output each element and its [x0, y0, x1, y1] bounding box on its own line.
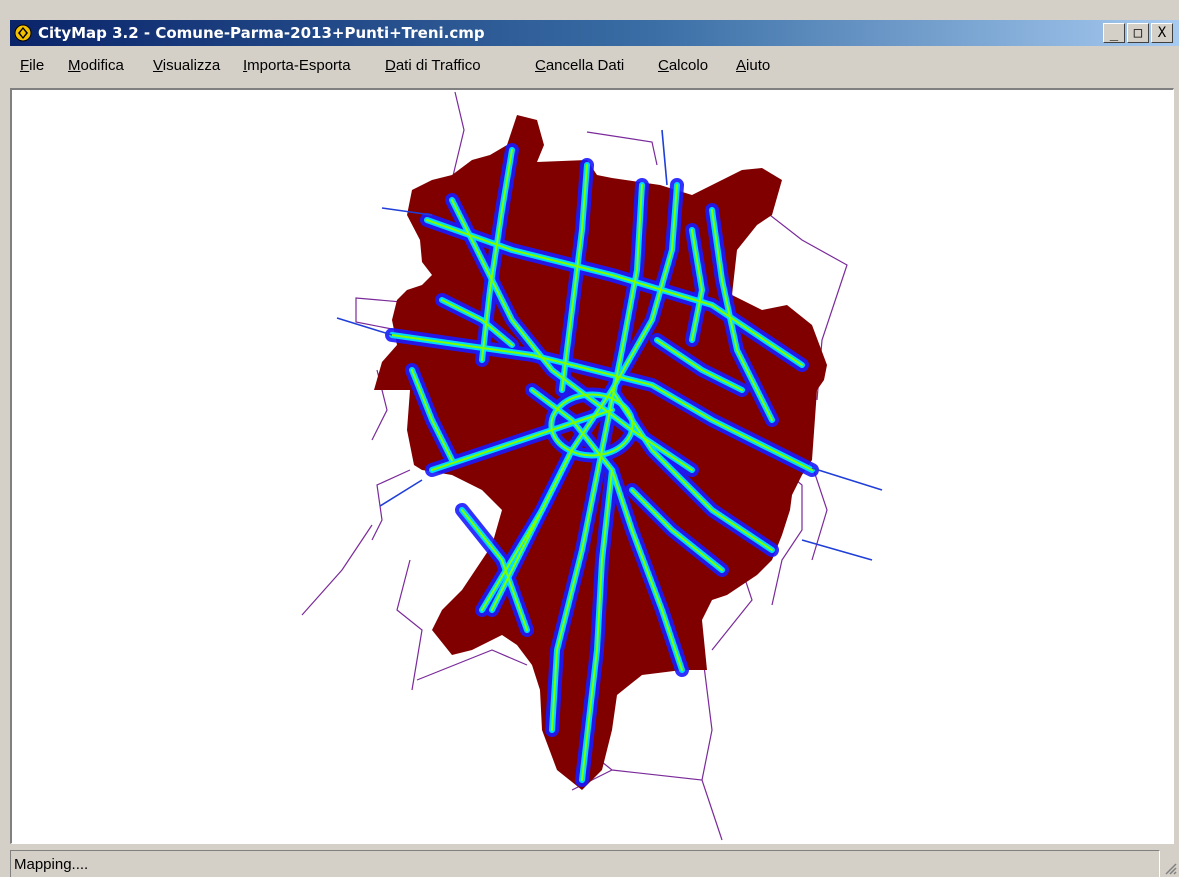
close-button[interactable]: X — [1151, 23, 1173, 43]
railway-line — [661, 129, 668, 186]
boundary-line — [371, 469, 411, 541]
railway-line — [801, 539, 873, 561]
window-title: CityMap 3.2 - Comune-Parma-2013+Punti+Tr… — [38, 24, 485, 42]
menu-importa-esporta[interactable]: Importa-Esporta — [243, 57, 351, 74]
road-segment — [581, 469, 613, 781]
menu-visualizza[interactable]: Visualizza — [153, 57, 221, 74]
boundary-line — [416, 649, 528, 681]
maximize-button[interactable]: □ — [1127, 23, 1149, 43]
road-segment — [461, 509, 528, 631]
boundary-line — [396, 559, 423, 691]
boundary-line — [301, 524, 373, 616]
road-segment — [551, 184, 643, 731]
traffic-map[interactable] — [12, 90, 1172, 842]
road-segment — [631, 489, 723, 571]
road-segment — [481, 149, 513, 361]
boundary-line — [811, 464, 828, 561]
road-segment — [441, 299, 513, 346]
status-bar: Mapping.... — [10, 850, 1179, 877]
status-text: Mapping.... — [14, 856, 89, 873]
road-segment — [391, 334, 813, 471]
minimize-button[interactable]: _ — [1103, 23, 1125, 43]
railway-line — [381, 207, 433, 216]
boundary-lines — [301, 91, 848, 841]
road-segment — [550, 393, 634, 457]
status-pane: Mapping.... — [10, 850, 1160, 877]
railway-line — [811, 467, 883, 491]
road-segment — [531, 389, 683, 671]
road-segment — [426, 219, 803, 366]
map-canvas[interactable] — [10, 88, 1174, 844]
road-segment — [691, 229, 703, 341]
boundary-line — [701, 649, 713, 781]
road-segment — [561, 164, 588, 391]
menu-aiuto[interactable]: Aiuto — [736, 57, 771, 74]
road-segment — [481, 449, 573, 611]
menu-dati-di-traffico[interactable]: Dati di Traffico — [385, 57, 481, 74]
menu-bar: File Modifica Visualizza Importa-Esporta… — [10, 52, 1179, 80]
title-bar[interactable]: CityMap 3.2 - Comune-Parma-2013+Punti+Tr… — [10, 20, 1179, 46]
menu-cancella-dati[interactable]: Cancella Dati — [535, 57, 625, 74]
menu-modifica[interactable]: Modifica — [68, 57, 124, 74]
railway-line — [379, 479, 423, 507]
road-segment — [411, 369, 453, 461]
boundary-line — [586, 131, 658, 166]
menu-calcolo[interactable]: Calcolo — [658, 57, 709, 74]
railway-line — [336, 317, 393, 336]
road-network — [385, 143, 819, 787]
menu-file[interactable]: File — [20, 57, 45, 74]
road-segment — [711, 209, 773, 421]
resize-grip-icon[interactable] — [1163, 861, 1177, 875]
road-segment — [431, 409, 613, 471]
railway-lines — [336, 129, 883, 561]
road-segment — [656, 339, 743, 391]
citymap-icon — [14, 24, 32, 42]
